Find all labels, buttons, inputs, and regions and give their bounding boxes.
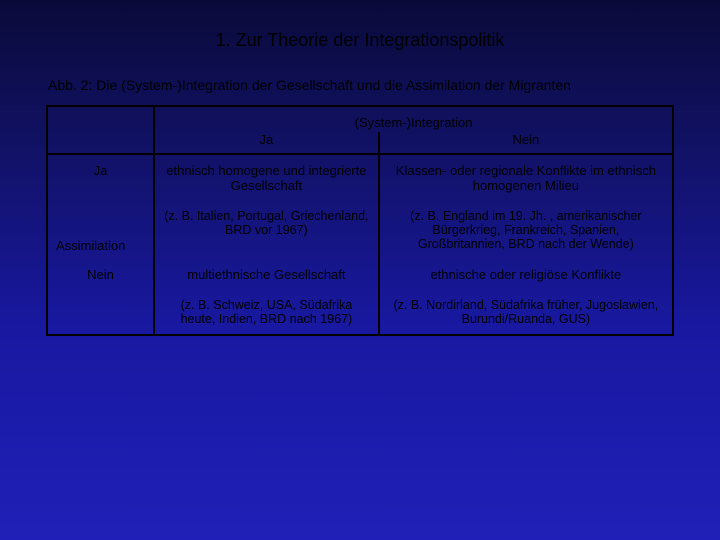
matrix-table: (System-)Integration Ja Nein Ja Assimila… bbox=[48, 107, 672, 334]
row-label-ja: Ja Assimilation bbox=[48, 154, 154, 259]
slide-subtitle: Abb. 2: Die (System-)Integration der Ges… bbox=[0, 69, 720, 105]
cell-nein-nein-main: ethnische oder religiöse Konflikte bbox=[379, 259, 672, 288]
cell-nein-ja-ex: (z. B. Schweiz, USA, Südafrika heute, In… bbox=[154, 288, 379, 334]
cell-ja-nein-main: Klassen- oder regionale Konflikte im eth… bbox=[379, 154, 672, 199]
cell-nein-nein-ex: (z. B. Nordirland, Südafrika früher, Jug… bbox=[379, 288, 672, 334]
row-ja-main: Ja Assimilation ethnisch homogene und in… bbox=[48, 154, 672, 199]
column-ja: Ja bbox=[154, 132, 379, 154]
cell-ja-nein-ex: (z. B. England im 19. Jh. , amerikanisch… bbox=[379, 199, 672, 259]
column-header-row: (System-)Integration bbox=[48, 107, 672, 132]
cell-ja-ja-ex: (z. B. Italien, Portugal, Griechen­land,… bbox=[154, 199, 379, 259]
cell-ja-ja-main: ethnisch homogene und integrierte Gesell… bbox=[154, 154, 379, 199]
row-label-nein: Nein bbox=[48, 259, 154, 334]
row-side-label: Assimilation bbox=[56, 238, 125, 253]
row-nein-main: Nein multiethnische Gesellschaft ethnisc… bbox=[48, 259, 672, 288]
column-header-span: (System-)Integration bbox=[154, 107, 672, 132]
integration-matrix: (System-)Integration Ja Nein Ja Assimila… bbox=[46, 105, 674, 336]
column-nein: Nein bbox=[379, 132, 672, 154]
header-empty bbox=[48, 107, 154, 154]
cell-nein-ja-main: multiethnische Gesellschaft bbox=[154, 259, 379, 288]
slide-title: 1. Zur Theorie der Integrationspolitik bbox=[0, 0, 720, 69]
row-ja-text: Ja bbox=[94, 163, 108, 178]
